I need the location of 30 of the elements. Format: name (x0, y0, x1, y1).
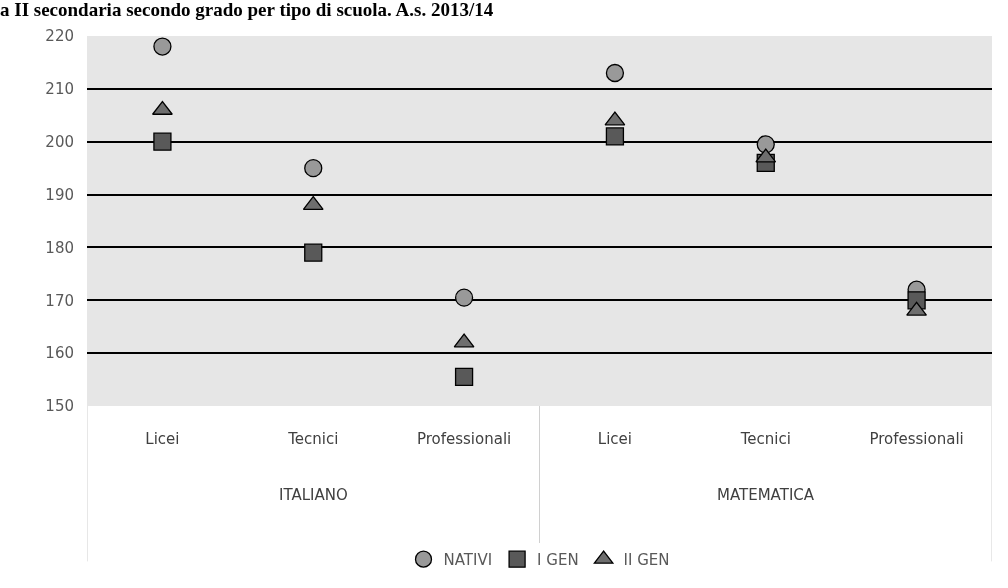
point (302, 195, 324, 211)
point (153, 132, 172, 151)
legend-label: I GEN (537, 551, 579, 569)
text: ITALIANO (279, 486, 348, 504)
x-tick-label: Licei (597, 430, 633, 448)
legend-label: II GEN (623, 551, 670, 569)
chart-title: a II secondaria secondo grado per tipo di scuola. A.s. 2013/14 (0, 0, 494, 21)
point (153, 37, 172, 56)
y-tick-label: 200 (45, 132, 74, 151)
point (605, 127, 625, 146)
x-tick-label: Professionali (869, 430, 964, 448)
y-tick-label: 150 (45, 397, 74, 416)
y-tick-label: 190 (45, 185, 74, 204)
x-tick-label: Tecnici (739, 430, 791, 448)
x-tick-label: Professionali (416, 430, 512, 448)
point (304, 158, 323, 178)
point (454, 367, 474, 387)
y-tick-label: 210 (45, 80, 74, 99)
point (756, 135, 775, 154)
text: MATEMATICA (717, 486, 815, 504)
point (304, 243, 323, 262)
x-tick-label: Licei (145, 430, 180, 448)
y-tick-label: 160 (45, 344, 74, 363)
point (605, 63, 625, 83)
point (454, 288, 474, 307)
legend-label: NATIVI (443, 551, 493, 569)
x-tick-label: Tecnici (287, 430, 339, 448)
y-tick-label: 180 (45, 238, 74, 257)
y-tick-label: 220 (45, 27, 74, 46)
y-tick-label: 170 (45, 291, 74, 310)
